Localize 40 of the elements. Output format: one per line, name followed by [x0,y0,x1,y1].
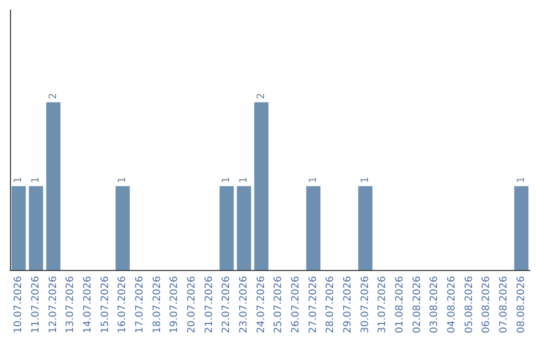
x-tick-label: 20.07.2026 [186,276,198,334]
x-tick-label: 07.08.2026 [498,276,510,334]
x-tick-label: 10.07.2026 [13,276,24,334]
data-label: 1 [30,176,42,184]
x-tick-label: 08.08.2026 [516,276,527,334]
x-tick-label: 23.07.2026 [238,276,250,334]
data-label: 1 [238,176,250,184]
x-tick-label: 21.07.2026 [204,276,215,334]
x-tick-label: 06.08.2026 [481,276,492,334]
data-label: 1 [516,176,527,184]
x-tick-label: 03.08.2026 [429,276,440,334]
x-tick-label: 14.07.2026 [82,276,94,334]
x-tick-label: 24.07.2026 [256,276,267,334]
x-tick-label: 11.07.2026 [30,276,42,334]
x-tick-label: 22.07.2026 [221,276,232,334]
data-label: 1 [13,176,24,184]
x-tick-label: 26.07.2026 [290,276,302,334]
data-label: 2 [48,92,59,100]
x-tick-label: 29.07.2026 [342,276,354,334]
data-label: 2 [256,92,267,100]
data-label: 1 [117,176,128,184]
x-tick-label: 15.07.2026 [100,276,111,334]
x-tick-label: 12.07.2026 [48,276,59,334]
x-tick-label: 02.08.2026 [412,276,423,334]
x-tick-label: 27.07.2026 [308,276,319,334]
x-tick-label: 05.08.2026 [464,276,475,334]
x-tick-label: 04.08.2026 [446,276,458,334]
x-tick-label: 16.07.2026 [117,276,128,334]
x-tick-label: 31.07.2026 [377,276,388,334]
x-tick-label: 25.07.2026 [273,276,284,334]
x-tick-label: 28.07.2026 [325,276,336,334]
data-label: 1 [308,176,319,184]
x-tick-label: 30.07.2026 [360,276,371,334]
data-label: 1 [360,176,371,184]
x-tick-label: 01.08.2026 [394,276,406,334]
x-tick-label: 17.07.2026 [134,276,146,334]
x-tick-label: 18.07.2026 [152,276,163,334]
data-label: 1 [221,176,232,184]
x-tick-label: 13.07.2026 [65,276,76,334]
x-tick-label: 19.07.2026 [169,276,180,334]
